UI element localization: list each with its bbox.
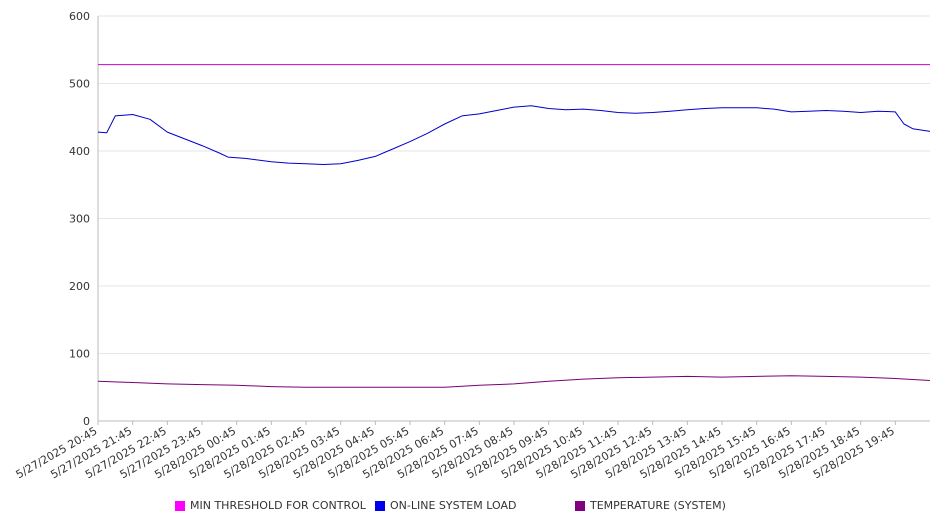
legend-swatch-system-load [375, 500, 385, 511]
legend: MIN THRESHOLD FOR CONTROL ON-LINE SYSTEM… [0, 496, 946, 516]
x-axis-ticks: 5/27/2025 20:455/27/2025 21:455/27/2025 … [14, 421, 897, 481]
legend-item-temperature: TEMPERATURE (SYSTEM) [575, 499, 726, 512]
y-axis-ticks: 0 100 200 300 400 500 600 [69, 10, 90, 428]
gridlines [98, 15, 930, 422]
legend-label-system-load: ON-LINE SYSTEM LOAD [390, 499, 517, 512]
y-tick-label-600: 600 [69, 10, 90, 23]
series-line-system-load [97, 105, 931, 165]
y-tick-label-0: 0 [83, 415, 90, 428]
legend-label-min-threshold: MIN THRESHOLD FOR CONTROL [190, 499, 366, 512]
y-tick-label-400: 400 [69, 145, 90, 158]
legend-label-temperature: TEMPERATURE (SYSTEM) [590, 499, 726, 512]
legend-swatch-min-threshold [175, 500, 185, 511]
legend-swatch-temperature [575, 500, 585, 511]
y-tick-label-500: 500 [69, 78, 90, 91]
series-line-temperature [97, 375, 931, 388]
y-tick-label-300: 300 [69, 213, 90, 226]
y-tick-label-100: 100 [69, 348, 90, 361]
legend-item-min-threshold: MIN THRESHOLD FOR CONTROL [175, 499, 366, 512]
series-lines [97, 64, 931, 388]
y-tick-label-200: 200 [69, 280, 90, 293]
legend-item-system-load: ON-LINE SYSTEM LOAD [375, 499, 516, 512]
